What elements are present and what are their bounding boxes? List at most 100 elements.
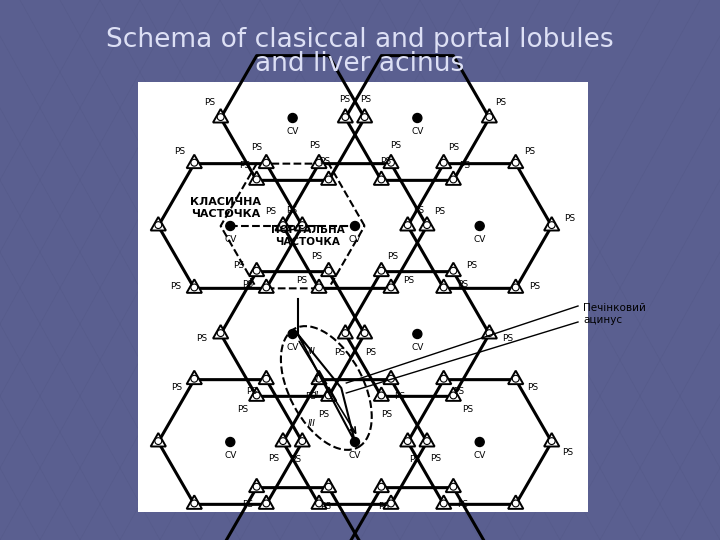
Circle shape [413, 329, 422, 339]
Circle shape [378, 392, 384, 399]
Polygon shape [446, 387, 461, 401]
Circle shape [387, 375, 395, 382]
Text: CV: CV [287, 343, 299, 353]
Polygon shape [258, 495, 274, 509]
Circle shape [450, 483, 456, 490]
Text: PS: PS [251, 143, 262, 152]
Text: CV: CV [348, 235, 361, 245]
Polygon shape [249, 387, 264, 401]
Polygon shape [436, 154, 451, 168]
Circle shape [342, 114, 348, 120]
Text: PS: PS [319, 157, 330, 166]
Circle shape [378, 267, 384, 274]
Circle shape [253, 483, 260, 490]
Text: PS: PS [170, 282, 181, 291]
Circle shape [475, 221, 485, 231]
Polygon shape [321, 478, 336, 492]
Polygon shape [544, 217, 559, 231]
Circle shape [325, 267, 332, 274]
Circle shape [253, 176, 260, 183]
Polygon shape [311, 154, 327, 168]
Text: PS: PS [242, 280, 253, 289]
Polygon shape [446, 171, 461, 185]
Circle shape [441, 284, 447, 291]
Text: and liver acinus: and liver acinus [256, 51, 464, 77]
Text: CV: CV [287, 127, 299, 137]
Text: PS: PS [456, 500, 468, 509]
Polygon shape [186, 154, 202, 168]
Polygon shape [374, 387, 389, 401]
Text: PS: PS [394, 392, 405, 401]
Text: PS: PS [379, 157, 391, 166]
Polygon shape [150, 217, 166, 231]
Text: PS: PS [174, 146, 186, 156]
Text: PS: PS [239, 161, 251, 170]
Polygon shape [311, 370, 327, 384]
Text: PS: PS [529, 282, 540, 291]
Circle shape [325, 483, 332, 490]
Polygon shape [294, 433, 310, 447]
Circle shape [450, 392, 456, 399]
Text: PS: PS [197, 334, 207, 342]
Polygon shape [249, 478, 264, 492]
Text: PS: PS [413, 206, 424, 215]
Text: CV: CV [224, 451, 236, 461]
Circle shape [405, 222, 411, 228]
Polygon shape [275, 433, 291, 447]
Circle shape [486, 330, 492, 336]
Circle shape [378, 483, 384, 490]
Text: PS: PS [402, 276, 414, 285]
Polygon shape [150, 433, 166, 447]
Text: PS: PS [387, 252, 399, 261]
Polygon shape [436, 370, 451, 384]
Circle shape [253, 267, 260, 274]
Circle shape [315, 500, 323, 507]
Polygon shape [436, 495, 451, 509]
Text: PS: PS [524, 146, 536, 156]
Text: PS: PS [562, 448, 573, 457]
Text: III: III [307, 420, 315, 429]
Circle shape [325, 176, 332, 183]
Circle shape [191, 375, 198, 382]
Polygon shape [249, 262, 264, 276]
Text: PS: PS [466, 261, 477, 270]
Text: PS: PS [564, 214, 575, 224]
Polygon shape [544, 433, 559, 447]
Text: КЛАСИЧНА
ЧАСТОЧКА: КЛАСИЧНА ЧАСТОЧКА [190, 197, 261, 219]
Circle shape [387, 284, 395, 291]
Polygon shape [374, 171, 389, 185]
Polygon shape [508, 279, 523, 293]
Text: PS: PS [334, 348, 345, 356]
Polygon shape [213, 325, 228, 339]
Text: PS: PS [242, 500, 253, 509]
Circle shape [155, 438, 162, 444]
Circle shape [217, 114, 224, 120]
Circle shape [513, 375, 519, 382]
Text: PS: PS [381, 410, 392, 419]
Text: PS: PS [527, 383, 539, 392]
Polygon shape [446, 262, 461, 276]
Circle shape [288, 113, 297, 123]
Circle shape [315, 375, 323, 382]
Text: PS: PS [320, 502, 331, 511]
Polygon shape [321, 171, 336, 185]
Circle shape [226, 437, 235, 447]
Polygon shape [383, 154, 399, 168]
Text: PS: PS [309, 141, 320, 150]
Polygon shape [311, 279, 327, 293]
Polygon shape [482, 109, 497, 123]
Circle shape [441, 375, 447, 382]
Text: PS: PS [296, 276, 307, 285]
Polygon shape [508, 154, 523, 168]
Text: CV: CV [411, 127, 423, 137]
Text: PS: PS [449, 143, 459, 152]
Circle shape [191, 284, 198, 291]
Polygon shape [311, 495, 327, 509]
Text: PS: PS [290, 455, 301, 464]
Polygon shape [508, 495, 523, 509]
Polygon shape [508, 370, 523, 384]
Polygon shape [294, 217, 310, 231]
Polygon shape [321, 387, 336, 401]
Circle shape [279, 222, 287, 228]
Circle shape [253, 392, 260, 399]
